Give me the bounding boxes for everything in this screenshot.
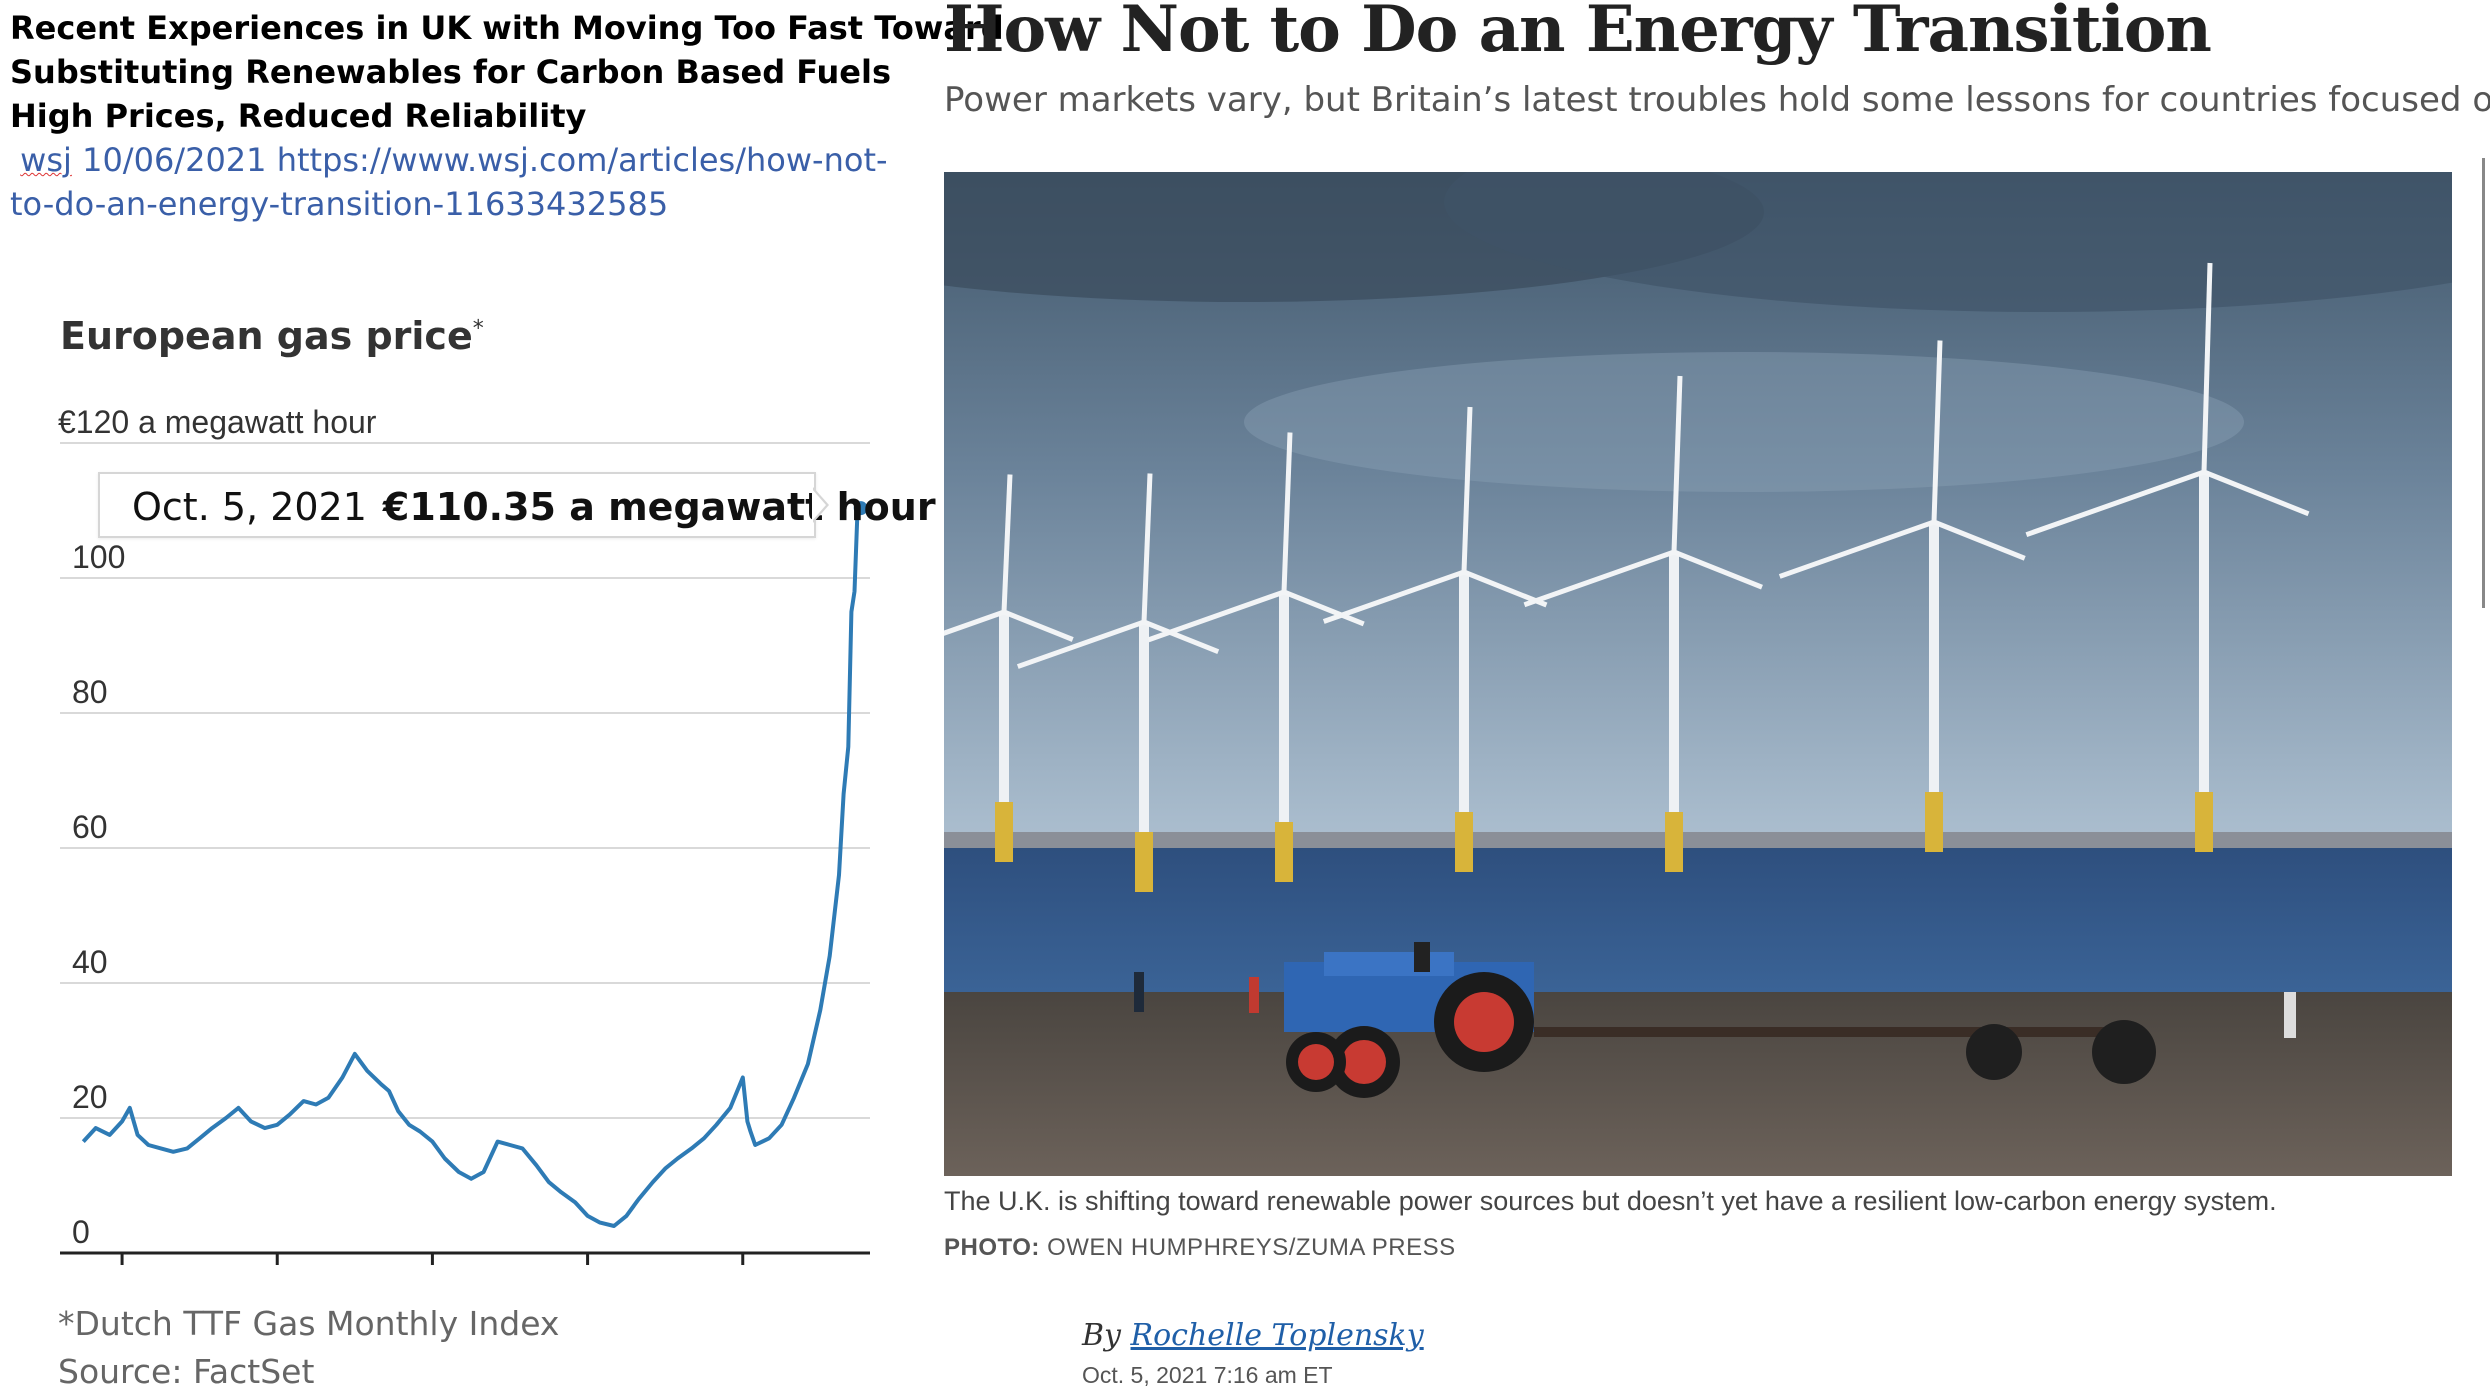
turbine-blade-c-4 — [1673, 549, 1763, 590]
turbine-blade-c-6 — [2203, 469, 2310, 517]
y-tick-label-60: 60 — [72, 809, 108, 845]
source-link-line-1[interactable]: wsj 10/06/2021 https://www.wsj.com/artic… — [10, 138, 890, 182]
turbine-base-6 — [2195, 792, 2213, 852]
turbine-blade-a-1 — [1141, 473, 1153, 623]
article-photo — [944, 172, 2452, 1176]
y-tick-label-0: 0 — [72, 1214, 90, 1250]
turbine-blade-b-0 — [944, 609, 1005, 636]
tooltip-arrow-inner — [812, 489, 826, 521]
turbine-blade-a-0 — [1001, 474, 1013, 613]
header-line-2: Substituting Renewables for Carbon Based… — [10, 53, 892, 91]
turbine-tower-2 — [1279, 592, 1289, 882]
y-axis-unit-label: €120 a megawatt hour — [58, 404, 377, 440]
turbine-tower-6 — [2199, 472, 2209, 852]
photo-credit: PHOTO: OWEN HUMPHREYS/ZUMA PRESS — [944, 1234, 1456, 1262]
y-tick-labels: 0 20 40 60 80 100 — [72, 539, 125, 1250]
turbine-blade-b-1 — [1016, 619, 1145, 669]
chart-footnote: *Dutch TTF Gas Monthly Index Source: Fac… — [58, 1300, 559, 1396]
turbine-blade-c-5 — [1933, 519, 2026, 561]
chart-title-text: European gas price — [60, 314, 473, 358]
turbine-base-4 — [1665, 812, 1683, 872]
byline: By Rochelle Toplensky — [1082, 1318, 1424, 1353]
article-dek: Power markets vary, but Britain’s latest… — [944, 80, 2490, 120]
turbine-base-5 — [1925, 792, 1943, 852]
chart-title: European gas price* — [60, 314, 484, 358]
sea — [944, 848, 2452, 998]
turbine-blade-a-2 — [1281, 432, 1293, 593]
turbine-blade-a-5 — [1931, 340, 1943, 523]
grid-lines — [60, 442, 870, 1119]
x-tick-label-2020: ’20 — [565, 1274, 610, 1280]
x-tick-label-2021: ’21 — [720, 1274, 765, 1280]
series-line-0 — [81, 506, 861, 1228]
distant-town — [944, 832, 2452, 852]
turbine-tower-1 — [1139, 622, 1149, 892]
footnote-text: *Dutch TTF Gas Monthly Index — [58, 1304, 560, 1343]
cloud-2 — [1444, 172, 2452, 312]
turbine-tower-4 — [1669, 552, 1679, 872]
y-tick-label-100: 100 — [72, 539, 125, 575]
scrollbar[interactable] — [2482, 158, 2485, 608]
photo-caption: The U.K. is shifting toward renewable po… — [944, 1186, 2277, 1216]
header-line-3: High Prices, Reduced Reliability — [10, 97, 587, 135]
article-headline: How Not to Do an Energy Transition — [944, 0, 2212, 67]
source-text: Source: FactSet — [58, 1352, 315, 1391]
series-end-point — [853, 501, 868, 516]
y-tick-label-20: 20 — [72, 1079, 108, 1115]
turbine-blade-b-3 — [1322, 569, 1465, 624]
y-tick-label-80: 80 — [72, 674, 108, 710]
turbine-blade-a-6 — [2201, 262, 2213, 473]
y-tick-label-40: 40 — [72, 944, 108, 980]
turbine-base-1 — [1135, 832, 1153, 892]
tooltip-date: Oct. 5, 2021 — [132, 485, 367, 529]
slide-header: Recent Experiences in UK with Moving Too… — [10, 6, 1004, 226]
turbine-blade-c-0 — [1003, 609, 1074, 642]
x-tick-label-2018: ’18 — [255, 1274, 300, 1280]
header-line-1: Recent Experiences in UK with Moving Too… — [10, 9, 1004, 47]
tractor-icon — [1284, 942, 2156, 1098]
turbine-blade-c-1 — [1143, 619, 1220, 655]
turbine-blade-a-3 — [1461, 406, 1473, 573]
x-axis: 2017 ’18 ’19 ’20 ’21 — [60, 1251, 870, 1280]
turbine-blade-b-2 — [1147, 589, 1285, 643]
turbine-base-0 — [995, 802, 1013, 862]
byline-prefix: By — [1082, 1318, 1131, 1353]
chart-title-marker: * — [472, 316, 484, 342]
turbine-blade-b-5 — [1778, 519, 1935, 579]
turbine-base-2 — [1275, 822, 1293, 882]
article-dateline: Oct. 5, 2021 7:16 am ET — [1082, 1362, 1333, 1388]
tooltip-value: €110.35 a megawatt hour — [382, 485, 936, 529]
turbine-base-3 — [1455, 812, 1473, 872]
turbine-blade-b-6 — [2025, 469, 2205, 538]
source-link-line-2[interactable]: to-do-an-energy-transition-11633432585 — [10, 185, 669, 223]
turbine-tower-3 — [1459, 572, 1469, 872]
people-icon — [1134, 972, 2296, 1038]
beach — [944, 992, 2452, 1176]
turbine-blade-c-2 — [1283, 589, 1365, 627]
chart-tooltip: Oct. 5, 2021 €110.35 a megawatt hour — [98, 472, 936, 538]
turbine-tower-5 — [1929, 522, 1939, 852]
turbine-blade-a-4 — [1671, 375, 1683, 553]
source-url-part1: 10/06/2021 https://www.wsj.com/articles/… — [71, 141, 888, 179]
wind-turbines — [944, 262, 2310, 892]
x-tick-label-2019: ’19 — [410, 1274, 455, 1280]
cloud-3 — [1244, 352, 2244, 492]
turbine-blade-b-4 — [1523, 549, 1675, 608]
series-lines — [81, 501, 868, 1228]
photo-credit-label: PHOTO: — [944, 1234, 1040, 1261]
photo-credit-name: OWEN HUMPHREYS/ZUMA PRESS — [1039, 1234, 1456, 1261]
turbine-tower-0 — [999, 612, 1009, 862]
source-wsj: wsj — [20, 141, 72, 179]
x-tick-label-2017: 2017 — [88, 1274, 156, 1280]
gas-price-chart: €120 a megawatt hour 0 20 40 60 80 100 2017 ’1… — [58, 404, 870, 1280]
author-link[interactable]: Rochelle Toplensky — [1130, 1318, 1424, 1353]
